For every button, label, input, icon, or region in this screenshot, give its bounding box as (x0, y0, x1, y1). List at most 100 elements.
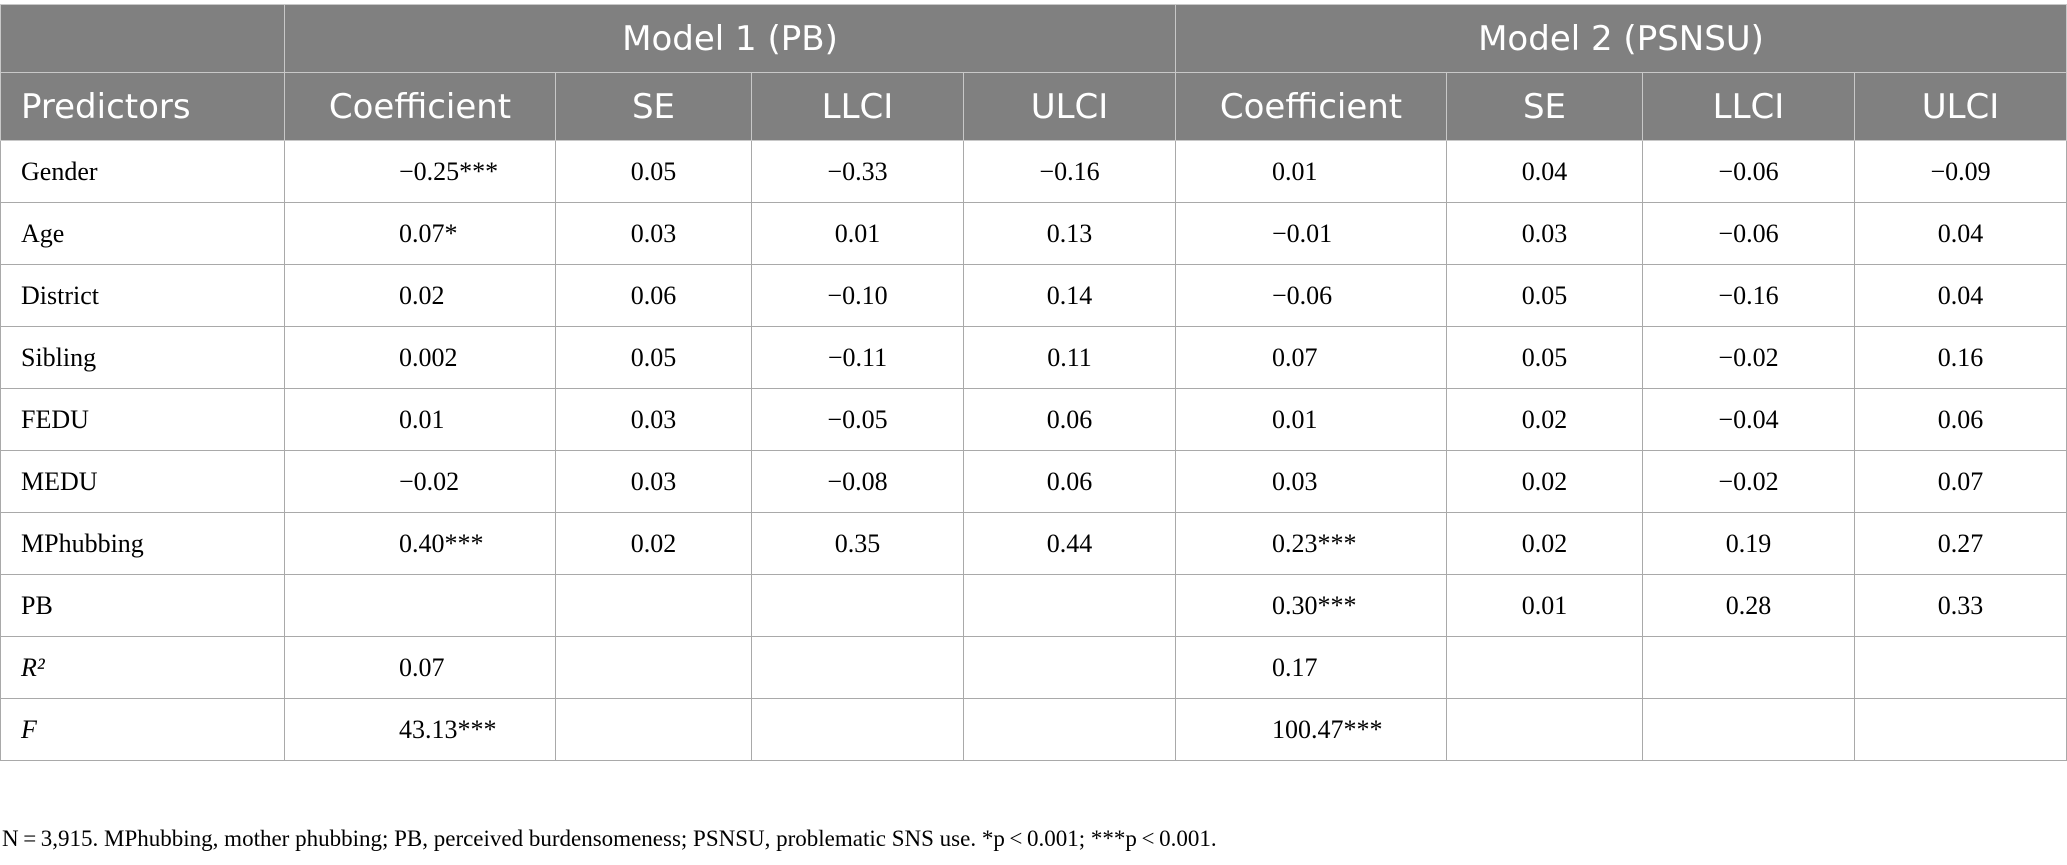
table-row: District 0.02 0.06 −0.10 0.14 −0.06 0.05 −0.16 0… (0, 264, 2067, 327)
m1-se-cell: 0.02 (555, 512, 752, 575)
m2-llci-cell: −0.16 (1642, 264, 1855, 327)
m1-llci-header: LLCI (751, 72, 964, 141)
m1-llci-cell: −0.08 (751, 450, 964, 513)
table-row: Age 0.07* 0.03 0.01 0.13 −0.01 0.03 −0.06 0.04 (0, 202, 2067, 265)
m2-coefficient-header: Coefficient (1175, 72, 1447, 141)
m2-se-cell: 0.05 (1446, 326, 1643, 389)
m1-ulci-cell (963, 636, 1176, 699)
m2-llci-cell: 0.19 (1642, 512, 1855, 575)
m1-coefficient-cell: 0.002 (284, 326, 556, 389)
m2-ulci-cell: −0.09 (1853, 140, 2067, 203)
m1-ulci-cell: −0.16 (963, 140, 1176, 203)
m1-llci-cell: 0.35 (751, 512, 964, 575)
m2-se-cell: 0.02 (1446, 388, 1643, 451)
m2-coefficient-cell: 0.01 (1175, 140, 1447, 203)
m2-coefficient-cell: −0.01 (1175, 202, 1447, 265)
predictor-label: FEDU (0, 388, 285, 451)
m1-se-cell: 0.05 (555, 140, 752, 203)
m1-coefficient-header: Coefficient (284, 72, 556, 141)
m2-llci-header: LLCI (1642, 72, 1855, 141)
m1-ulci-cell: 0.06 (963, 450, 1176, 513)
m2-llci-cell (1642, 636, 1855, 699)
m1-llci-cell (751, 698, 964, 761)
m1-ulci-cell: 0.13 (963, 202, 1176, 265)
header-blank-cell (0, 4, 285, 73)
table-footnote: N = 3,915. MPhubbing, mother phubbing; P… (2, 826, 1217, 851)
m2-ulci-header: ULCI (1853, 72, 2067, 141)
m2-ulci-cell: 0.06 (1853, 388, 2067, 451)
table-row: FEDU 0.01 0.03 −0.05 0.06 0.01 0.02 −0.04 0.06 (0, 388, 2067, 451)
m1-coefficient-cell: 0.01 (284, 388, 556, 451)
m2-coefficient-cell: −0.06 (1175, 264, 1447, 327)
table-row: PB 0.30*** 0.01 0.28 0.33 (0, 574, 2067, 637)
m2-coefficient-cell: 100.47*** (1175, 698, 1447, 761)
m2-llci-cell: −0.04 (1642, 388, 1855, 451)
m1-coefficient-cell: −0.25*** (284, 140, 556, 203)
m2-ulci-cell (1853, 698, 2067, 761)
m1-se-cell (555, 574, 752, 637)
m2-llci-cell: −0.06 (1642, 202, 1855, 265)
m1-coefficient-cell: 0.07* (284, 202, 556, 265)
m1-coefficient-cell: −0.02 (284, 450, 556, 513)
m2-se-cell: 0.01 (1446, 574, 1643, 637)
m2-coefficient-cell: 0.23*** (1175, 512, 1447, 575)
m2-coefficient-cell: 0.07 (1175, 326, 1447, 389)
m1-se-cell: 0.05 (555, 326, 752, 389)
m2-se-cell (1446, 636, 1643, 699)
m2-coefficient-cell: 0.17 (1175, 636, 1447, 699)
column-header-row: Predictors Coefficient SE LLCI ULCI Coef… (0, 72, 2067, 141)
model2-header: Model 2 (PSNSU) (1174, 4, 2067, 73)
m2-ulci-cell: 0.04 (1853, 202, 2067, 265)
predictor-label: Age (0, 202, 285, 265)
m1-llci-cell: −0.10 (751, 264, 964, 327)
predictor-label: Gender (0, 140, 285, 203)
m2-se-cell: 0.04 (1446, 140, 1643, 203)
m2-se-cell: 0.05 (1446, 264, 1643, 327)
m1-llci-cell (751, 574, 964, 637)
m1-coefficient-cell: 0.07 (284, 636, 556, 699)
m1-llci-cell: −0.33 (751, 140, 964, 203)
m1-se-header: SE (555, 72, 752, 141)
predictor-label: Sibling (0, 326, 285, 389)
m2-coefficient-cell: 0.03 (1175, 450, 1447, 513)
table-row: MEDU −0.02 0.03 −0.08 0.06 0.03 0.02 −0.02 0.07 (0, 450, 2067, 513)
m2-ulci-cell: 0.07 (1853, 450, 2067, 513)
m2-ulci-cell: 0.33 (1853, 574, 2067, 637)
m1-llci-cell (751, 636, 964, 699)
m1-ulci-cell: 0.44 (963, 512, 1176, 575)
predictor-label: MEDU (0, 450, 285, 513)
m1-se-cell: 0.03 (555, 202, 752, 265)
m1-coefficient-cell: 0.02 (284, 264, 556, 327)
predictor-label: F (0, 698, 285, 761)
m1-ulci-header: ULCI (963, 72, 1176, 141)
m1-llci-cell: 0.01 (751, 202, 964, 265)
m1-ulci-cell: 0.11 (963, 326, 1176, 389)
m2-se-cell: 0.02 (1446, 450, 1643, 513)
predictors-header: Predictors (0, 72, 285, 141)
m2-llci-cell: −0.02 (1642, 326, 1855, 389)
m2-se-cell: 0.02 (1446, 512, 1643, 575)
m2-se-cell: 0.03 (1446, 202, 1643, 265)
m1-ulci-cell (963, 574, 1176, 637)
m2-llci-cell (1642, 698, 1855, 761)
predictor-label: PB (0, 574, 285, 637)
predictor-label: R² (0, 636, 285, 699)
m2-ulci-cell: 0.16 (1853, 326, 2067, 389)
m1-ulci-cell: 0.06 (963, 388, 1176, 451)
m1-se-cell (555, 636, 752, 699)
predictor-label: MPhubbing (0, 512, 285, 575)
m1-ulci-cell (963, 698, 1176, 761)
m2-llci-cell: −0.02 (1642, 450, 1855, 513)
regression-table: Model 1 (PB) Model 2 (PSNSU) Predictors … (0, 4, 2067, 761)
m1-llci-cell: −0.11 (751, 326, 964, 389)
m1-se-cell: 0.03 (555, 450, 752, 513)
m1-se-cell: 0.06 (555, 264, 752, 327)
m2-coefficient-cell: 0.01 (1175, 388, 1447, 451)
model1-header: Model 1 (PB) (284, 4, 1176, 73)
m2-llci-cell: −0.06 (1642, 140, 1855, 203)
table-row: MPhubbing 0.40*** 0.02 0.35 0.44 0.23*** 0.02 0… (0, 512, 2067, 575)
table-body: Gender −0.25*** 0.05 −0.33 −0.16 0.01 0.04 −0.0… (0, 140, 2067, 761)
m1-coefficient-cell: 0.40*** (284, 512, 556, 575)
table-row: Gender −0.25*** 0.05 −0.33 −0.16 0.01 0.04 −0.0… (0, 140, 2067, 203)
m2-ulci-cell: 0.27 (1853, 512, 2067, 575)
